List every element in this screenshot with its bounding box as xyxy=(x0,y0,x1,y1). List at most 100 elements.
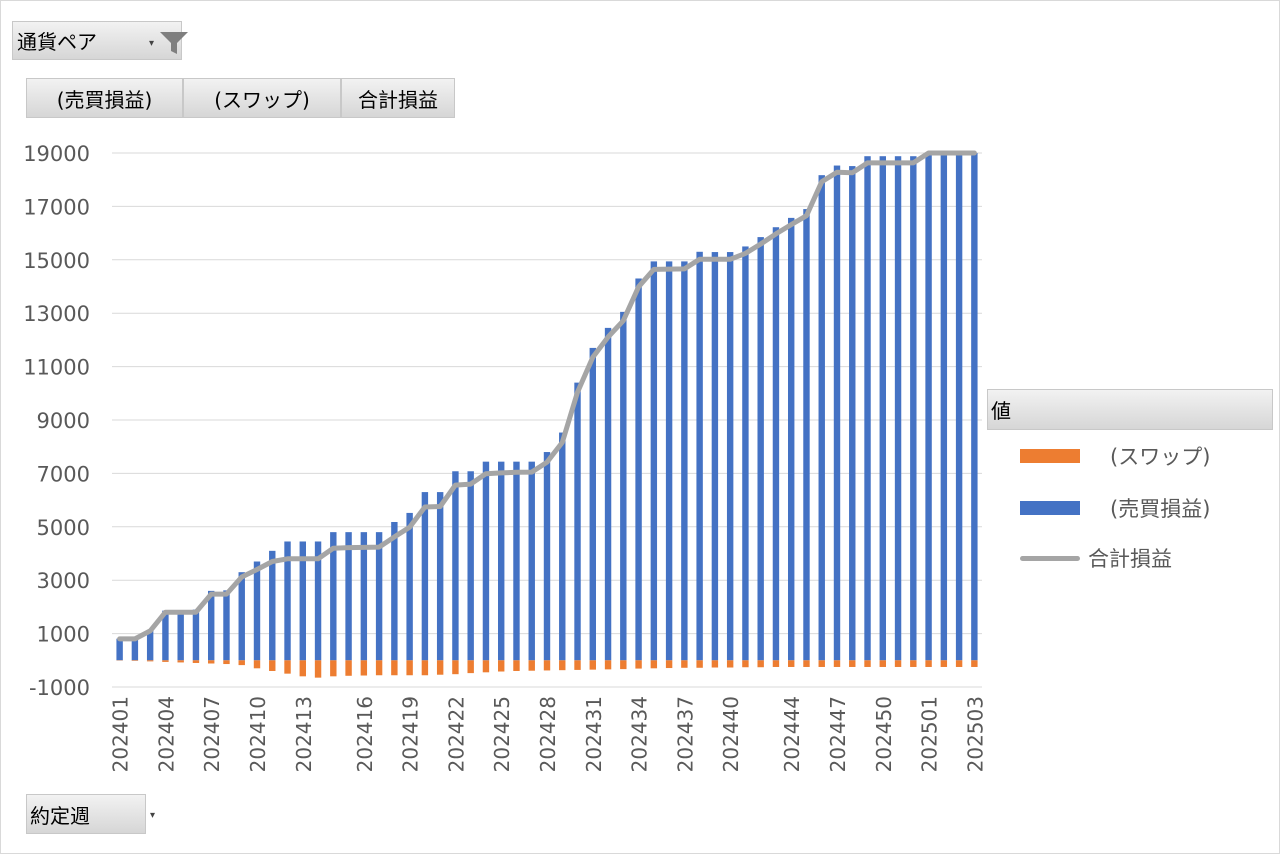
legend-item-swap: (スワップ) xyxy=(1020,441,1210,471)
total-pl-field-button[interactable]: 合計損益 xyxy=(341,78,455,118)
y-tick-label: -1000 xyxy=(29,676,90,700)
currency-pair-filter-button[interactable]: 通貨ペア ▾ xyxy=(12,21,188,60)
bar-trade-pl xyxy=(879,156,886,661)
bar-swap xyxy=(635,660,642,669)
bar-trade-pl xyxy=(223,590,230,661)
legend-swatch-swap xyxy=(1020,449,1080,463)
bar-swap xyxy=(208,660,215,664)
bar-trade-pl xyxy=(742,246,749,661)
bar-trade-pl xyxy=(314,541,322,661)
bar-swap xyxy=(177,660,184,663)
bar-swap xyxy=(498,660,505,672)
swap-field-button[interactable]: (スワップ) xyxy=(183,78,341,118)
bar-swap xyxy=(284,660,291,674)
bar-trade-pl xyxy=(482,461,490,661)
bar-trade-pl xyxy=(177,610,184,661)
bar-trade-pl xyxy=(803,209,810,661)
bar-trade-pl xyxy=(772,227,780,661)
bar-trade-pl xyxy=(833,165,841,661)
y-tick-label: 1000 xyxy=(37,623,90,647)
bar-swap xyxy=(788,660,795,667)
bar-trade-pl xyxy=(162,610,169,661)
bar-trade-pl xyxy=(253,561,261,661)
bar-swap xyxy=(742,660,749,668)
bar-swap xyxy=(696,660,703,668)
y-tick-label: 3000 xyxy=(37,569,90,593)
agreed-week-field-label: 約定週 xyxy=(30,803,90,828)
bar-trade-pl xyxy=(650,261,658,661)
bar-trade-pl xyxy=(757,237,764,661)
bar-trade-pl xyxy=(467,471,474,661)
x-tick-label: 202425 xyxy=(490,696,514,772)
bar-swap xyxy=(345,660,352,676)
bar-trade-pl xyxy=(131,638,139,661)
legend-values-header[interactable]: 値 xyxy=(987,389,1273,430)
x-tick-label: 202447 xyxy=(826,696,850,772)
bar-swap xyxy=(772,660,780,667)
bar-swap xyxy=(925,660,932,667)
bar-trade-pl xyxy=(146,629,154,661)
bar-swap xyxy=(864,660,871,667)
bar-trade-pl xyxy=(864,156,871,661)
x-tick-label: 202444 xyxy=(780,696,804,772)
bar-swap xyxy=(574,660,581,670)
x-tick-label: 202503 xyxy=(963,696,987,772)
bar-trade-pl xyxy=(238,572,245,661)
legend-item-trade: (売買損益) xyxy=(1020,493,1210,523)
bar-trade-pl xyxy=(299,541,306,661)
bar-swap xyxy=(146,660,154,662)
bar-swap xyxy=(421,660,429,676)
legend-swatch-trade xyxy=(1020,501,1080,515)
bar-swap xyxy=(269,660,276,671)
bar-swap xyxy=(375,660,383,676)
agreed-week-field-button[interactable]: 約定週 ▾ xyxy=(26,794,155,834)
line-total-pl xyxy=(117,150,977,642)
bar-trade-pl xyxy=(711,252,719,661)
bar-trade-pl xyxy=(528,461,535,661)
bar-trade-pl xyxy=(635,278,642,661)
x-tick-label: 202419 xyxy=(399,696,423,772)
bar-trade-pl xyxy=(513,461,520,661)
bar-trade-pl xyxy=(269,550,276,661)
bar-swap xyxy=(528,660,535,671)
bar-trade-pl xyxy=(574,382,581,661)
bar-trade-pl xyxy=(208,590,215,661)
total-pl-field-label: 合計損益 xyxy=(358,87,438,112)
bar-trade-pl xyxy=(788,217,795,661)
bar-swap xyxy=(314,660,322,678)
bar-swap xyxy=(330,660,337,677)
x-tick-label: 202407 xyxy=(200,696,224,772)
bar-trade-pl xyxy=(345,532,352,661)
bar-swap xyxy=(162,660,169,662)
trade-pl-field-button[interactable]: (売買損益) xyxy=(26,78,183,118)
bar-swap xyxy=(757,660,764,668)
bar-trade-pl xyxy=(604,327,612,661)
x-tick-label: 202404 xyxy=(154,696,178,772)
dropdown-caret-icon: ▾ xyxy=(149,38,155,49)
y-tick-label: 9000 xyxy=(37,409,90,433)
y-tick-label: 11000 xyxy=(23,356,90,380)
y-tick-label: 7000 xyxy=(37,462,90,486)
bar-swap xyxy=(406,660,413,676)
bar-swap xyxy=(955,660,963,667)
bar-trade-pl xyxy=(894,156,902,661)
bar-swap xyxy=(589,660,596,670)
bar-trade-pl xyxy=(818,175,825,661)
y-tick-label: 15000 xyxy=(23,249,90,273)
bar-trade-pl xyxy=(696,251,703,661)
bar-swap xyxy=(513,660,520,671)
bar-trade-pl xyxy=(925,153,932,661)
bar-trade-pl xyxy=(192,609,200,661)
bar-swap xyxy=(940,660,948,667)
bar-swap xyxy=(849,660,856,667)
x-tick-label: 202431 xyxy=(582,696,606,772)
x-tick-label: 202428 xyxy=(536,696,560,772)
funnel-icon xyxy=(159,31,189,60)
y-tick-label: 13000 xyxy=(23,302,90,326)
bar-swap xyxy=(910,660,917,667)
bar-swap xyxy=(971,660,978,667)
bar-trade-pl xyxy=(391,521,398,661)
bar-trade-pl xyxy=(421,492,429,661)
bar-trade-pl xyxy=(589,347,596,661)
bar-trade-pl xyxy=(681,261,688,661)
